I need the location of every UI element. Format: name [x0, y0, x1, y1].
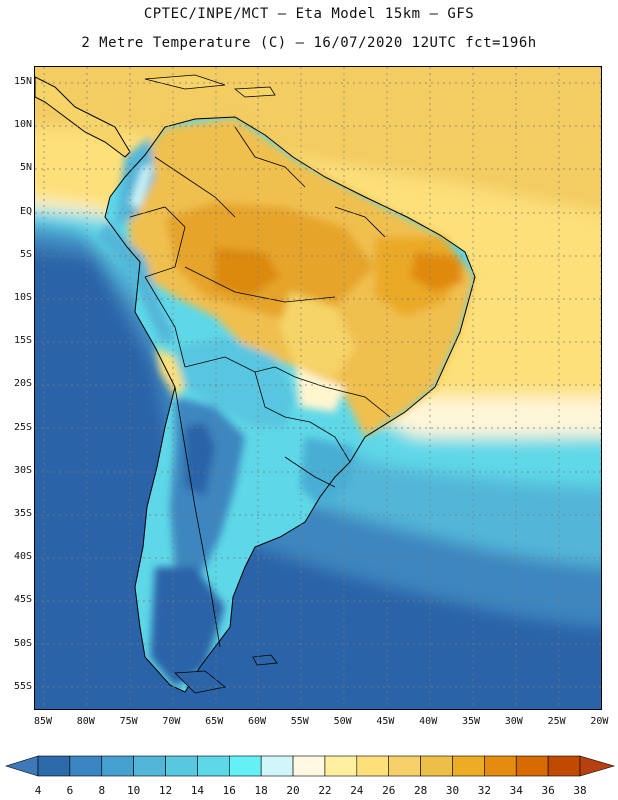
lat-tick-label: 35S: [13, 508, 32, 519]
colorbar-segment: [260, 755, 294, 777]
lat-tick-label: 20S: [13, 378, 32, 390]
lon-tick-label: 85W: [33, 716, 53, 727]
colorbar-tick-label: 4: [34, 784, 42, 797]
colorbar-segment: [420, 755, 453, 777]
colorbar-tick-label: 22: [318, 784, 332, 797]
lon-tick-label: 70W: [162, 716, 181, 727]
colorbar-segment: [452, 755, 485, 777]
colorbar-tick-label: 18: [254, 784, 268, 797]
country-borders: [129, 126, 391, 648]
lon-tick-label: 65W: [205, 716, 224, 727]
lat-tick-label: 5N: [19, 162, 32, 174]
lat-tick-label: 30S: [13, 464, 32, 476]
colorbar-tick-label: 8: [98, 784, 106, 797]
central-america: [35, 76, 131, 158]
colorbar-segment: [101, 755, 134, 777]
colorbar-segment: [37, 755, 71, 777]
lon-tick-label: 45W: [376, 716, 395, 727]
lon-tick-label: 35W: [461, 716, 481, 727]
colorbar-segment: [197, 755, 230, 777]
lat-tick-label: 10N: [13, 119, 32, 131]
lat-tick-label: 15S: [13, 335, 32, 347]
colorbar-low-end: [4, 755, 39, 777]
colorbar-segment: [484, 755, 517, 777]
colorbar-segment: [228, 755, 262, 777]
colorbar-tick-label: 12: [158, 784, 173, 797]
lat-tick-label: 10S: [13, 292, 32, 303]
chart-subtitle: 2 Metre Temperature (C) – 16/07/2020 12U…: [81, 35, 537, 51]
lon-tick-label: 55W: [290, 716, 309, 727]
colorbar-tick-label: 20: [286, 784, 300, 797]
colorbar-tick-label: 6: [66, 784, 74, 797]
tierra-del-fuego: [174, 670, 226, 694]
lon-tick-label: 75W: [119, 716, 138, 727]
colorbar-tick-label: 38: [573, 784, 587, 797]
colorbar-tick-label: 34: [509, 784, 523, 797]
land-temperature-field: [35, 74, 476, 694]
colorbar-tick-label: 36: [541, 784, 555, 797]
colorbar-segment: [69, 755, 103, 777]
falkland-islands: [252, 654, 278, 666]
lon-tick-label: 80W: [76, 716, 95, 727]
colorbar-segment: [165, 755, 198, 777]
colorbar-segment: [324, 755, 358, 777]
lat-tick-label: 15N: [13, 76, 32, 87]
colorbar-tick-label: 16: [222, 784, 236, 797]
colorbar-segment: [515, 755, 549, 777]
colorbar-segment: [292, 755, 326, 777]
lat-tick-label: 50S: [13, 637, 32, 649]
lon-tick-label: 20W: [590, 716, 609, 727]
lat-tick-label: EQ: [19, 205, 32, 217]
lat-tick-label: 45S: [13, 594, 32, 606]
colorbar-tick-label: 30: [445, 784, 460, 797]
graticule: [35, 67, 601, 709]
temperature-map[interactable]: [34, 66, 602, 710]
lon-tick-label: 50W: [333, 716, 352, 727]
colorbar-tick-label: 28: [413, 784, 428, 797]
chart-title: CPTEC/INPE/MCT – Eta Model 15km – GFS: [143, 6, 475, 22]
colorbar-segment: [356, 755, 390, 777]
lon-tick-label: 30W: [504, 716, 523, 727]
colorbar-tick-label: 32: [477, 784, 491, 797]
colorbar-high-end: [579, 755, 616, 777]
caribbean-island: [233, 86, 276, 98]
lat-tick-label: 40S: [13, 551, 32, 563]
map-canvas: [35, 67, 601, 709]
lon-tick-label: 60W: [247, 716, 267, 727]
colorbar-tick-label: 26: [382, 784, 396, 797]
lon-tick-label: 25W: [547, 716, 566, 727]
lat-tick-label: 5S: [19, 248, 32, 260]
colorbar-segment: [547, 755, 581, 777]
lat-tick-label: 55S: [13, 680, 32, 692]
temperature-colorbar: [4, 755, 616, 777]
lon-tick-label: 40W: [419, 716, 438, 727]
colorbar-tick-label: 10: [127, 784, 141, 797]
colorbar-tick-label: 14: [190, 784, 205, 797]
lat-tick-label: 25S: [13, 421, 32, 433]
colorbar-tick-label: 24: [350, 784, 364, 797]
colorbar-segment: [133, 755, 166, 777]
colorbar-segment: [388, 755, 421, 777]
caribbean-island: [144, 74, 226, 90]
